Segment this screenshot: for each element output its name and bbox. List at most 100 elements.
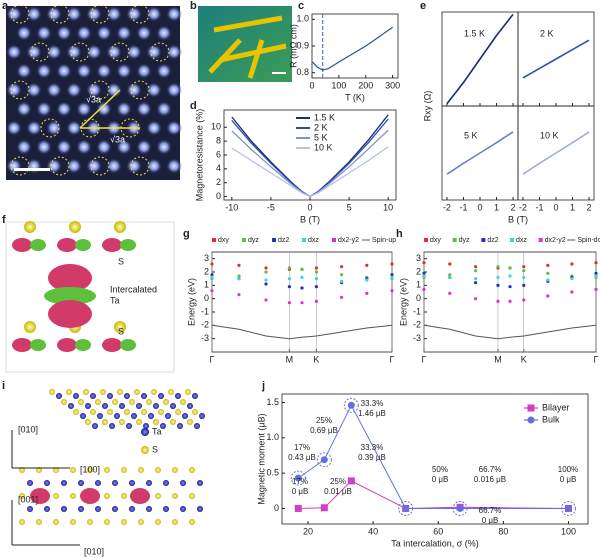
highlight-circle [398, 500, 414, 516]
annotation: √3a [110, 134, 125, 144]
y-axis-label: Magnetoresistance (%) [194, 109, 204, 202]
ta-atom [197, 480, 203, 486]
legend-label: 5 K [314, 132, 328, 142]
sulfur-atom [121, 519, 127, 525]
lattice-spot [136, 63, 152, 79]
lobe [44, 287, 96, 305]
y-axis-label: Magnetic moment (μB) [256, 413, 266, 504]
point [474, 297, 478, 301]
y-tick-label: 2 [204, 266, 209, 276]
annotation: 0 μB [292, 487, 309, 496]
ta-atom [112, 506, 118, 512]
x-tick-label: 100 [561, 526, 576, 536]
sulfur-atom [117, 389, 123, 395]
point [314, 266, 318, 270]
lattice-spot [116, 101, 132, 117]
legend-swatch [332, 238, 336, 242]
point [546, 294, 550, 298]
ta-atom [44, 480, 50, 486]
point [402, 504, 410, 512]
point [237, 277, 241, 281]
sulfur-atom [119, 419, 125, 425]
x-tick-label: Γ [210, 354, 215, 364]
annotation: [010] [84, 546, 104, 556]
y-tick-label: 10 [211, 122, 221, 132]
sulfur-atom [185, 389, 191, 395]
point [347, 401, 355, 409]
sulfur-atom [138, 519, 144, 525]
lattice-spot [146, 44, 162, 60]
data-line [211, 324, 393, 340]
point [456, 504, 464, 512]
lattice-spot [76, 101, 92, 117]
point [570, 262, 574, 266]
x-tick-label: 200 [358, 80, 373, 90]
annotation: [010] [18, 424, 38, 434]
point [314, 277, 318, 281]
ta-atom [27, 480, 33, 486]
ta-atom [153, 403, 159, 409]
lattice-spot [166, 82, 182, 98]
lattice-spot [26, 6, 42, 22]
ta-atom [95, 480, 101, 486]
x-tick-label: -1 [535, 202, 543, 212]
lattice-spot [106, 6, 122, 22]
sulfur-atom [102, 419, 108, 425]
lattice-spot [56, 25, 72, 41]
panel-label: e [420, 0, 426, 12]
point [210, 289, 214, 293]
legend-marker [527, 416, 535, 424]
lattice-spot [16, 63, 32, 79]
panel-label: b [190, 0, 197, 12]
lattice-spot [156, 139, 172, 155]
x-tick-label: K [313, 354, 319, 364]
ta-atom [61, 506, 67, 512]
sulfur-atom [180, 399, 186, 405]
lattice-spot [156, 101, 172, 117]
point [365, 278, 369, 282]
ta-atom [126, 423, 132, 429]
annotation: 0.39 μB [358, 453, 386, 462]
lattice-spot [26, 44, 42, 60]
lattice-spot [116, 25, 132, 41]
lattice-spot [66, 120, 82, 136]
point [237, 293, 241, 297]
lobe [30, 339, 46, 351]
point [210, 275, 214, 279]
point [340, 279, 344, 283]
x-tick-label: 5 [347, 202, 352, 212]
y-tick-label: 2 [416, 266, 421, 276]
ta-atom [175, 393, 181, 399]
lattice-spot [6, 158, 22, 174]
point [448, 291, 452, 295]
sulfur-atom [175, 409, 181, 415]
sulfur-atom [61, 399, 67, 405]
y-axis-label: Rxy (Ω) [422, 91, 432, 122]
panel-label: a [2, 0, 9, 12]
annotation: Ta [152, 426, 162, 436]
data-line [231, 146, 389, 198]
lattice-spot [56, 139, 72, 155]
ta-atom [141, 393, 147, 399]
highlight-circle [560, 500, 576, 516]
point [365, 291, 369, 295]
ta-atom [97, 413, 103, 419]
x-tick-label: 300 [385, 80, 400, 90]
x-tick-label: -2 [519, 202, 527, 212]
ta-atom [61, 480, 67, 486]
point [508, 274, 512, 278]
legend-swatch [538, 238, 543, 242]
ta-atom [68, 403, 74, 409]
highlight-circle [110, 42, 130, 62]
point [570, 290, 574, 294]
lobe [12, 238, 32, 252]
sulfur-atom [95, 399, 101, 405]
sulfur-atom [70, 519, 76, 525]
legend-label: dxy [430, 237, 441, 244]
lattice-spot [136, 101, 152, 117]
point [287, 266, 291, 270]
annotation: Ta [110, 295, 120, 305]
point [390, 289, 394, 293]
sulfur-atom [85, 419, 91, 425]
highlight-circle [50, 156, 70, 176]
